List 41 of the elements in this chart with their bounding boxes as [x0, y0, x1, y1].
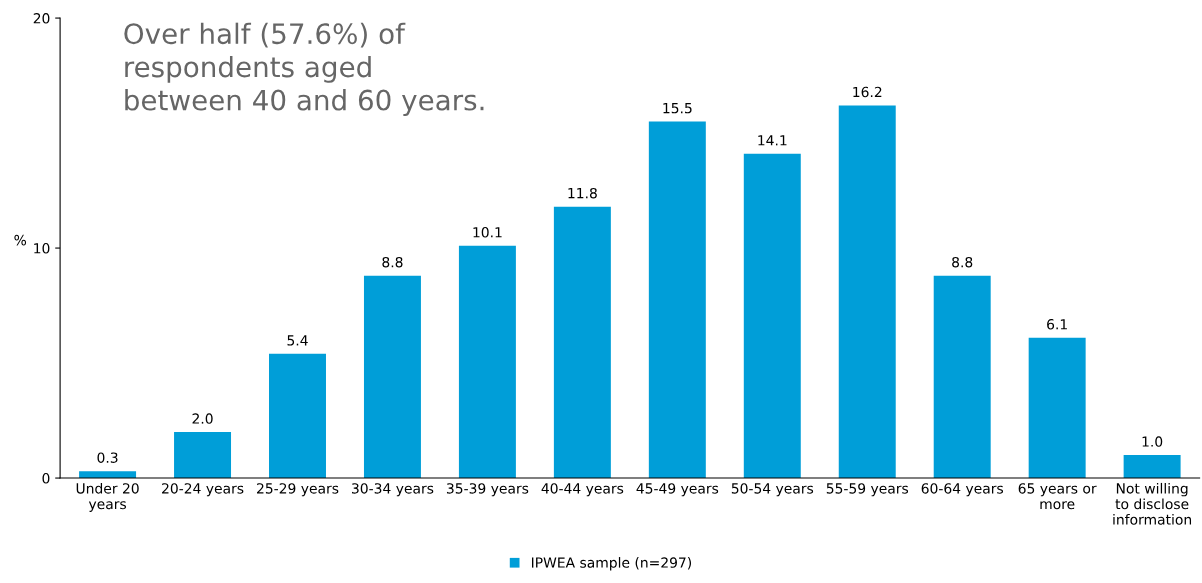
data-label: 2.0	[192, 413, 213, 424]
data-label: 5.4	[287, 335, 308, 346]
y-tick-label: 20	[33, 13, 50, 24]
bar	[933, 275, 991, 479]
annotation: Over half (57.6%) of respondents aged between 40 and 60 years.	[124, 22, 484, 116]
x-tick-label: 55-59 years	[826, 483, 909, 497]
x-tick-label: 65 years or more	[1018, 483, 1097, 510]
x-tick-label: 40-44 years	[541, 483, 624, 497]
x-tick-label: 60-64 years	[921, 483, 1004, 497]
x-tick-label: 50-54 years	[731, 483, 814, 497]
bar	[269, 353, 326, 479]
bar	[1123, 455, 1181, 479]
x-tick-label: Under 20 years	[76, 482, 139, 512]
bar	[648, 121, 706, 479]
data-label: 1.0	[1142, 436, 1163, 447]
data-label: 8.8	[952, 256, 973, 268]
y-tick-label: 0	[42, 473, 50, 484]
x-tick-label: 20-24 years	[162, 483, 244, 497]
data-label: 8.8	[382, 256, 403, 268]
bar	[743, 153, 801, 479]
data-label: 15.5	[663, 103, 692, 114]
x-tick-label: 30-34 years	[352, 483, 434, 497]
x-tick-label: 45-49 years	[636, 483, 719, 497]
y-tick-label: 10	[34, 243, 50, 254]
bar	[838, 105, 896, 479]
data-label: 0.3	[97, 452, 118, 463]
x-tick-label: 35-39 years	[446, 483, 529, 497]
bar	[174, 432, 232, 479]
bar	[1028, 337, 1086, 479]
data-label: 11.8	[568, 187, 597, 199]
data-label: 16.2	[853, 86, 882, 98]
legend-label: IPWEA sample (n=297)	[531, 557, 692, 571]
data-label: 10.1	[473, 227, 502, 238]
data-label: 14.1	[758, 135, 787, 146]
bar	[363, 275, 421, 479]
y-axis-title: %	[14, 234, 27, 246]
data-label: 6.1	[1047, 319, 1067, 330]
x-tick-label: Not willing to disclose information	[1113, 482, 1192, 525]
x-tick-label: 25-29 years	[257, 483, 339, 497]
bar	[458, 245, 516, 479]
bar	[553, 206, 611, 479]
